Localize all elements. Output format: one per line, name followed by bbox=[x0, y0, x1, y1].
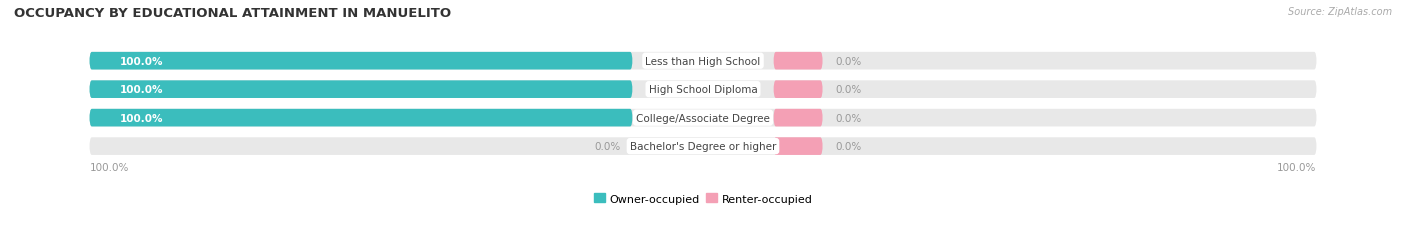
Text: 100.0%: 100.0% bbox=[90, 162, 129, 172]
Text: College/Associate Degree: College/Associate Degree bbox=[636, 113, 770, 123]
FancyBboxPatch shape bbox=[90, 81, 633, 99]
Legend: Owner-occupied, Renter-occupied: Owner-occupied, Renter-occupied bbox=[589, 189, 817, 208]
Text: 100.0%: 100.0% bbox=[120, 113, 163, 123]
Text: 0.0%: 0.0% bbox=[835, 85, 860, 95]
Text: 0.0%: 0.0% bbox=[835, 142, 860, 152]
Text: Bachelor's Degree or higher: Bachelor's Degree or higher bbox=[630, 142, 776, 152]
FancyBboxPatch shape bbox=[773, 138, 823, 155]
Text: 100.0%: 100.0% bbox=[120, 85, 163, 95]
Text: Less than High School: Less than High School bbox=[645, 56, 761, 66]
Text: 100.0%: 100.0% bbox=[120, 56, 163, 66]
FancyBboxPatch shape bbox=[90, 81, 1316, 99]
FancyBboxPatch shape bbox=[90, 109, 633, 127]
Text: Source: ZipAtlas.com: Source: ZipAtlas.com bbox=[1288, 7, 1392, 17]
FancyBboxPatch shape bbox=[773, 109, 823, 127]
Text: 0.0%: 0.0% bbox=[835, 56, 860, 66]
Text: 0.0%: 0.0% bbox=[593, 142, 620, 152]
Text: OCCUPANCY BY EDUCATIONAL ATTAINMENT IN MANUELITO: OCCUPANCY BY EDUCATIONAL ATTAINMENT IN M… bbox=[14, 7, 451, 20]
FancyBboxPatch shape bbox=[90, 53, 633, 70]
FancyBboxPatch shape bbox=[90, 138, 1316, 155]
FancyBboxPatch shape bbox=[773, 53, 823, 70]
FancyBboxPatch shape bbox=[90, 53, 1316, 70]
Text: 100.0%: 100.0% bbox=[1277, 162, 1316, 172]
FancyBboxPatch shape bbox=[90, 109, 1316, 127]
Text: 0.0%: 0.0% bbox=[835, 113, 860, 123]
FancyBboxPatch shape bbox=[773, 81, 823, 99]
Text: High School Diploma: High School Diploma bbox=[648, 85, 758, 95]
